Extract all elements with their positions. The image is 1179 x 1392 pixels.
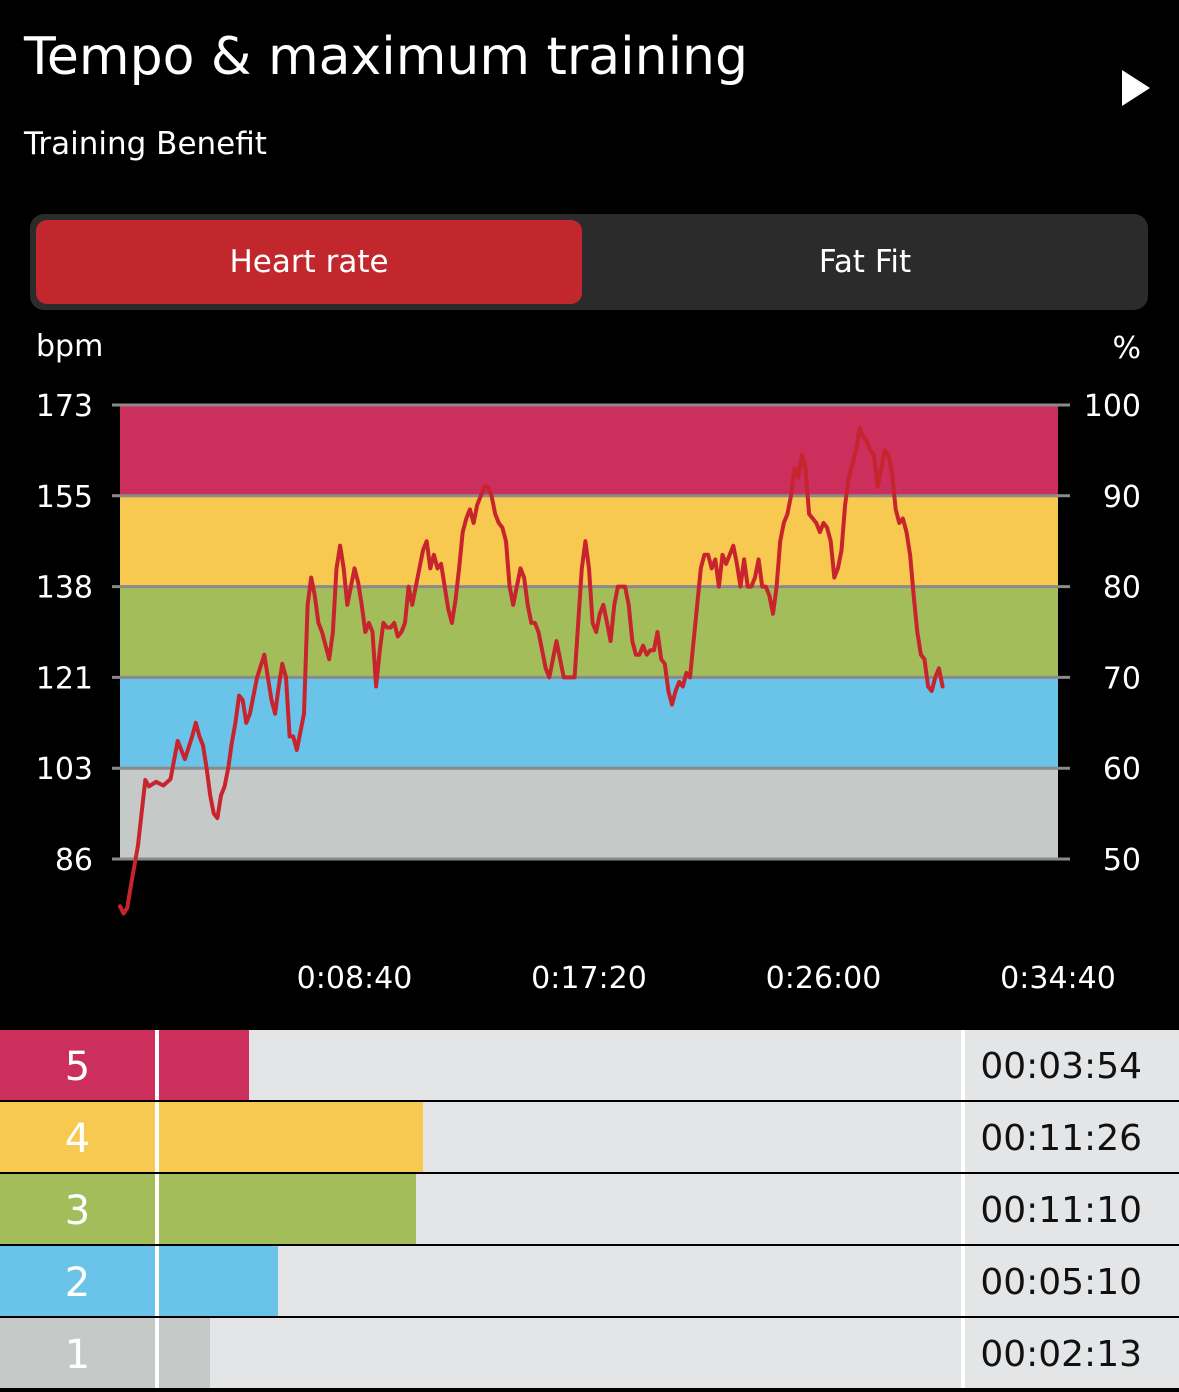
heart-rate-series-line — [118, 425, 945, 916]
zone-band-5 — [120, 405, 1058, 496]
zone-number-4: 4 — [0, 1102, 155, 1172]
x-tick-label: 0:08:40 — [297, 961, 413, 996]
tab-heart-rate[interactable]: Heart rate — [36, 220, 582, 304]
zone-row-3: 3 00:11:10 — [0, 1174, 1179, 1244]
y-tick-left: 173 — [36, 389, 93, 424]
heart-rate-chart: bpm % 173 100 155 90 138 80 121 70 103 60 86 50 0:0… — [36, 329, 1141, 996]
y-tick-left: 103 — [36, 752, 93, 787]
zone-band-2 — [120, 677, 1058, 769]
x-tick-label: 0:26:00 — [766, 961, 882, 996]
zone-duration-2: 00:05:10 — [965, 1246, 1179, 1316]
zone-band-1 — [120, 768, 1058, 859]
y-tick-right: 80 — [1103, 571, 1141, 606]
zone-bar-fill-3 — [159, 1174, 417, 1244]
zone-duration-4: 00:11:26 — [965, 1102, 1179, 1172]
play-triangle-icon[interactable] — [1110, 64, 1158, 112]
zone-bar-fill-4 — [159, 1102, 423, 1172]
page-subtitle: Training Benefit — [24, 126, 267, 162]
zone-bar-track-3 — [159, 1174, 961, 1244]
zone-bar-track-2 — [159, 1246, 961, 1316]
y-tick-right: 90 — [1103, 480, 1141, 515]
zone-bar-fill-2 — [159, 1246, 279, 1316]
zone-row-5: 5 00:03:54 — [0, 1030, 1179, 1100]
zone-row-4: 4 00:11:26 — [0, 1102, 1179, 1172]
y-tick-left: 138 — [36, 571, 93, 606]
left-axis-unit: bpm — [36, 329, 103, 364]
zone-number-5: 5 — [0, 1030, 155, 1100]
zone-row-2: 2 00:05:10 — [0, 1246, 1179, 1316]
x-tick-label: 0:17:20 — [531, 961, 647, 996]
y-tick-right: 100 — [1084, 389, 1141, 424]
play-triangle-icon-shape — [1122, 70, 1150, 106]
zone-duration-5: 00:03:54 — [965, 1030, 1179, 1100]
y-tick-right: 50 — [1103, 843, 1141, 878]
y-tick-left: 155 — [36, 480, 93, 515]
right-axis-unit: % — [1112, 331, 1141, 366]
zone-number-1: 1 — [0, 1318, 155, 1388]
y-tick-left: 86 — [55, 843, 93, 878]
metric-toggle: Heart rate Fat Fit — [30, 214, 1148, 310]
zone-bar-track-4 — [159, 1102, 961, 1172]
zone-row-1: 1 00:02:13 — [0, 1318, 1179, 1388]
zone-bar-track-5 — [159, 1030, 961, 1100]
zone-number-3: 3 — [0, 1174, 155, 1244]
zone-duration-1: 00:02:13 — [965, 1318, 1179, 1388]
zone-number-2: 2 — [0, 1246, 155, 1316]
page-title: Tempo & maximum training — [24, 27, 748, 87]
y-tick-left: 121 — [36, 661, 93, 696]
zone-bar-fill-5 — [159, 1030, 249, 1100]
x-tick-label: 0:34:40 — [1000, 961, 1116, 996]
zone-bar-track-1 — [159, 1318, 961, 1388]
zone-duration-3: 00:11:10 — [965, 1174, 1179, 1244]
zone-bar-fill-1 — [159, 1318, 211, 1388]
y-tick-right: 70 — [1103, 661, 1141, 696]
zone-summary: 5 00:03:54 4 00:11:26 3 00:11:10 2 00:05… — [0, 1030, 1179, 1388]
y-tick-right: 60 — [1103, 752, 1141, 787]
zone-band-3 — [120, 586, 1058, 678]
tab-fat-fit[interactable]: Fat Fit — [818, 244, 912, 280]
